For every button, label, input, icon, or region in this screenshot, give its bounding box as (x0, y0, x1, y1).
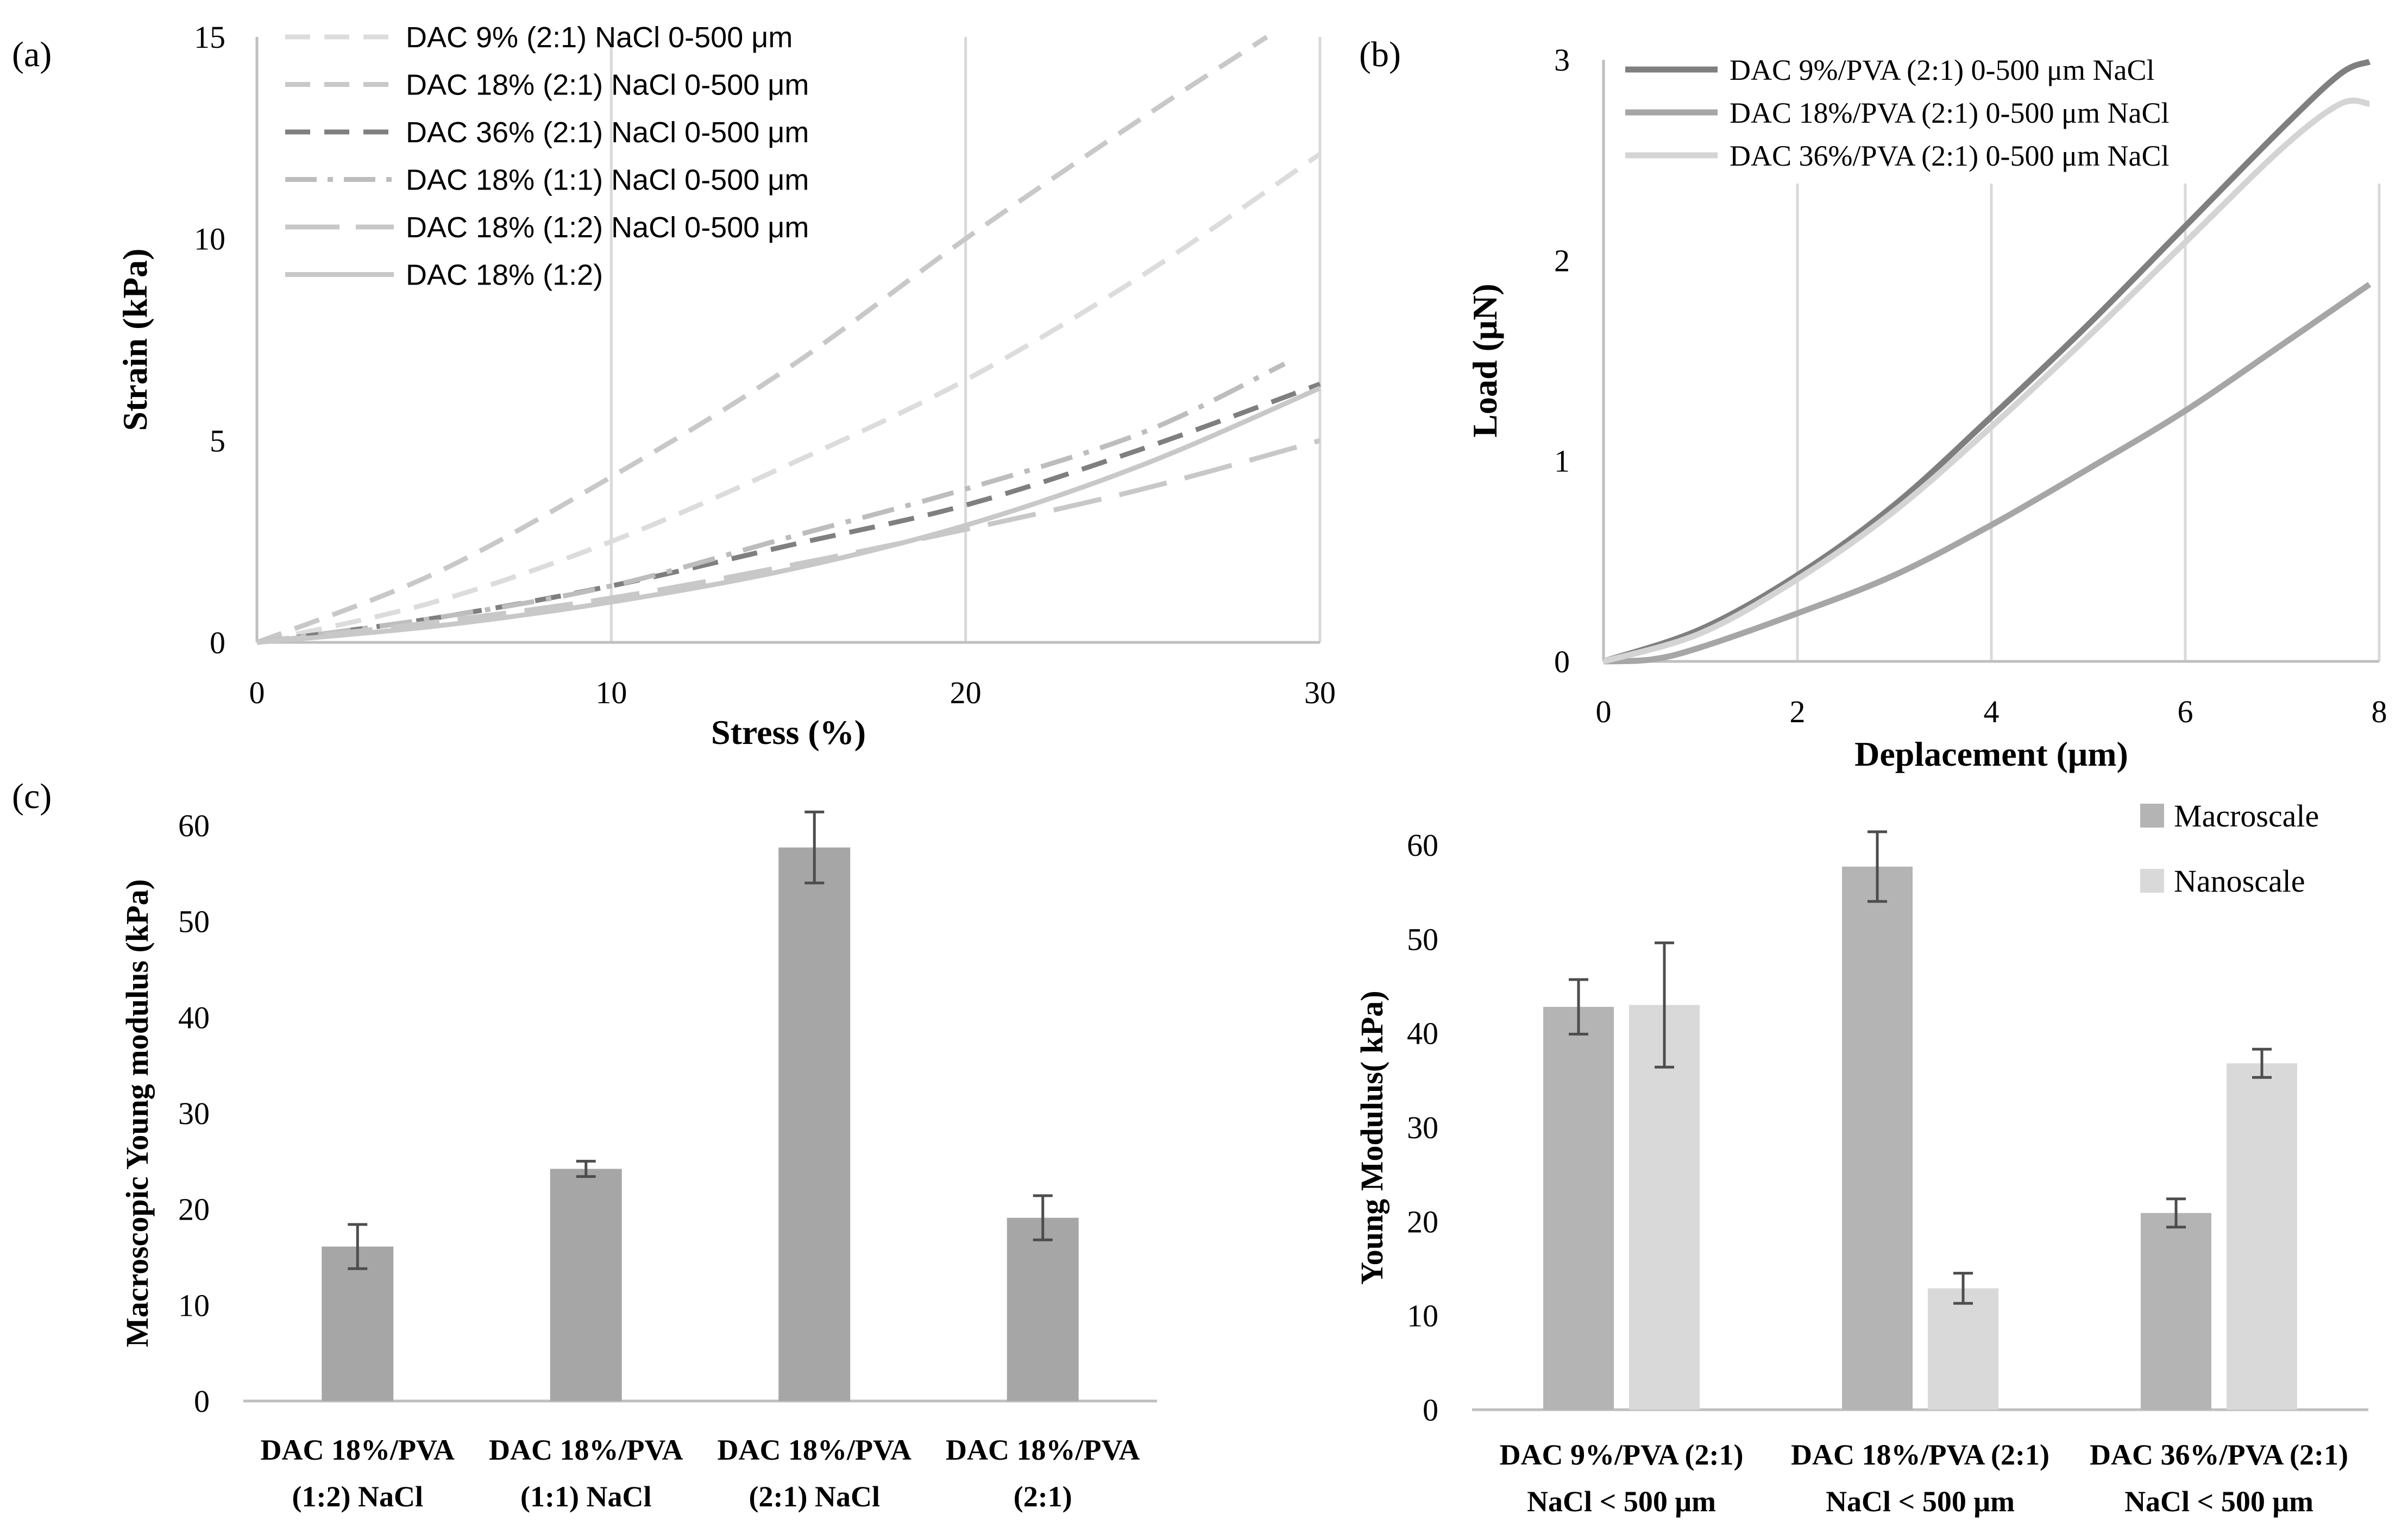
category-label-2-1: DAC 18%/PVA (2:1) (1791, 1438, 2049, 1471)
y-tick-label-0: 0 (1423, 1392, 1438, 1428)
legend-label-nanoscale: Nanoscale (2174, 863, 2305, 899)
category-label-4-2: (2:1) (1014, 1480, 1072, 1513)
chart-c2-young-modulus-scales: 0 10 20 30 40 50 60 Young Modulus( kPa) DAC 9%/P… (1354, 798, 2368, 1518)
x-tick-label-10: 10 (595, 675, 627, 710)
category-label-3-2: NaCl < 500 μm (2124, 1485, 2313, 1518)
bar-2-nanoscale (1928, 1288, 1998, 1410)
y-tick-label-2: 2 (1554, 243, 1570, 278)
y-tick-label-50: 50 (1407, 922, 1438, 957)
series-line-2 (1603, 282, 2372, 665)
x-tick-label-2: 2 (1790, 694, 1806, 729)
category-label-1-2: (1:2) NaCl (292, 1480, 423, 1513)
bar-3-macroscopic (778, 847, 851, 1401)
panel-label-a: (a) (12, 35, 52, 74)
legend-label-macroscale: Macroscale (2174, 798, 2319, 834)
y-axis-title: Strain (kPa) (116, 249, 154, 431)
legend-label-5: DAC 18% (1:2) NaCl 0-500 μm (406, 211, 809, 244)
x-tick-label-0: 0 (249, 675, 265, 710)
bar-4-macroscopic (1007, 1217, 1079, 1401)
category-label-3-1: DAC 18%/PVA (717, 1434, 911, 1466)
y-tick-label-40: 40 (1407, 1016, 1438, 1051)
x-tick-label-8: 8 (2372, 694, 2387, 729)
series-line-2 (256, 35, 1268, 645)
chart-b-load-displacement: 0 2 4 6 8 0 1 2 3 Deplacement (μm) Load (μN) DAC 9%… (1466, 42, 2387, 773)
y-tick-label-30: 30 (1407, 1110, 1438, 1145)
y-tick-label-20: 20 (1407, 1204, 1438, 1239)
x-tick-label-20: 20 (950, 675, 982, 710)
legend-label-1: DAC 9%/PVA (2:1) 0-500 μm NaCl (1730, 54, 2154, 86)
y-tick-label-1: 1 (1554, 444, 1570, 479)
y-tick-label-15: 15 (194, 20, 225, 55)
category-label-1-2: NaCl < 500 μm (1527, 1485, 1716, 1518)
y-tick-label-5: 5 (210, 423, 225, 458)
x-tick-label-30: 30 (1304, 675, 1336, 710)
y-tick-label-10: 10 (178, 1288, 210, 1323)
y-tick-label-0: 0 (194, 1384, 210, 1419)
series-line-3 (256, 382, 1321, 645)
y-tick-label-0: 0 (1554, 644, 1570, 679)
y-tick-label-20: 20 (178, 1192, 210, 1227)
category-label-2-1: DAC 18%/PVA (489, 1434, 683, 1466)
legend-label-6: DAC 18% (1:2) (406, 259, 603, 292)
legend-label-3: DAC 36% (2:1) NaCl 0-500 μm (406, 116, 809, 149)
y-axis-title: Young Modulus( kPa) (1354, 990, 1390, 1284)
bar-2-macroscale (1842, 866, 1913, 1410)
x-axis-title: Deplacement (μm) (1854, 735, 2128, 773)
x-tick-label-0: 0 (1596, 694, 1612, 729)
chart-a-strain-stress: 0 10 20 30 0 5 10 15 Stress (%) Strain (kPa) DAC 9… (116, 20, 1336, 752)
x-axis-title: Stress (%) (711, 713, 866, 752)
category-label-3-2: (2:1) NaCl (749, 1480, 880, 1513)
y-tick-label-30: 30 (178, 1096, 210, 1131)
y-tick-label-60: 60 (178, 808, 210, 843)
series-line-1 (256, 152, 1322, 645)
legend-label-1: DAC 9% (2:1) NaCl 0-500 μm (406, 21, 793, 54)
category-label-1-1: DAC 9%/PVA (2:1) (1500, 1438, 1744, 1471)
y-tick-label-50: 50 (178, 904, 210, 939)
bar-1-nanoscale (1629, 1005, 1700, 1410)
y-tick-label-10: 10 (1407, 1298, 1438, 1334)
y-tick-label-60: 60 (1407, 828, 1438, 863)
category-label-3-1: DAC 36%/PVA (2:1) (2090, 1438, 2348, 1471)
x-tick-label-6: 6 (2178, 694, 2193, 729)
legend-swatch-nanoscale (2140, 869, 2164, 893)
bar-3-macroscale (2141, 1213, 2211, 1410)
panel-label-b: (b) (1359, 35, 1401, 74)
category-label-2-2: (1:1) NaCl (520, 1480, 651, 1513)
category-label-4-1: DAC 18%/PVA (946, 1434, 1140, 1466)
bar-1-macroscopic (322, 1246, 394, 1401)
y-tick-label-40: 40 (178, 1000, 210, 1035)
bar-3-nanoscale (2227, 1063, 2297, 1410)
legend-label-4: DAC 18% (1:1) NaCl 0-500 μm (406, 164, 809, 197)
x-tick-label-4: 4 (1984, 694, 2000, 729)
y-tick-label-3: 3 (1554, 42, 1570, 78)
legend-label-3: DAC 36%/PVA (2:1) 0-500 μm NaCl (1730, 140, 2169, 172)
category-label-1-1: DAC 18%/PVA (260, 1434, 455, 1466)
series-line-6 (256, 386, 1321, 645)
series-line-1 (1602, 59, 2371, 665)
series-line-4 (256, 362, 1286, 645)
y-tick-label-10: 10 (194, 222, 225, 257)
legend-label-2: DAC 18% (2:1) NaCl 0-500 μm (406, 69, 809, 102)
chart-c1-macroscopic-modulus: 0 10 20 30 40 50 60 Macroscopic Young modulus (… (120, 808, 1157, 1513)
y-axis-title: Load (μN) (1466, 283, 1504, 437)
series-line-5 (256, 438, 1321, 645)
legend-label-2: DAC 18%/PVA (2:1) 0-500 μm NaCl (1730, 97, 2169, 129)
y-tick-label-0: 0 (210, 625, 225, 660)
panel-label-c: (c) (12, 777, 52, 816)
legend-swatch-macroscale (2140, 804, 2164, 828)
series-line-3 (1602, 97, 2370, 665)
category-label-2-2: NaCl < 500 μm (1826, 1485, 2015, 1518)
bar-2-macroscopic (550, 1169, 622, 1401)
bar-1-macroscale (1543, 1007, 1614, 1410)
y-axis-title: Macroscopic Young modulus (kPa) (120, 879, 155, 1347)
